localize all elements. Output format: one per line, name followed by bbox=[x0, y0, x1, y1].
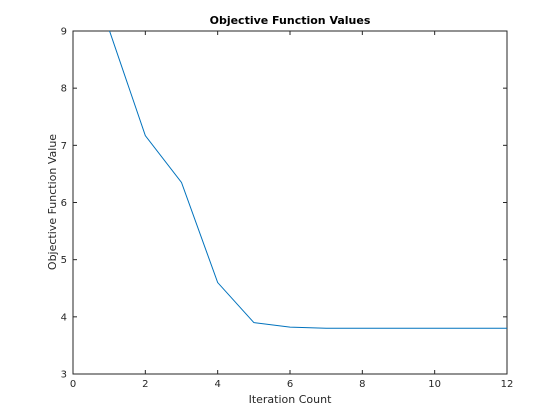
y-tick-label: 3 bbox=[61, 370, 67, 381]
series-line-0 bbox=[109, 31, 507, 329]
y-axis-label: Objective Function Value bbox=[46, 134, 59, 270]
y-tick-label: 6 bbox=[61, 198, 67, 209]
x-tick-label: 6 bbox=[287, 379, 293, 390]
x-tick-label: 0 bbox=[70, 379, 76, 390]
axis-ticks bbox=[72, 30, 508, 375]
x-axis-label: Iteration Count bbox=[249, 393, 333, 406]
y-tick-labels: 3 4 5 6 7 8 9 bbox=[61, 27, 67, 381]
y-tick-label: 8 bbox=[61, 84, 67, 95]
y-tick-label: 9 bbox=[61, 27, 67, 38]
x-tick-labels: 0 2 4 6 8 10 12 bbox=[70, 379, 514, 390]
x-tick-label: 10 bbox=[428, 379, 441, 390]
y-tick-label: 4 bbox=[61, 312, 67, 323]
series-group bbox=[109, 31, 507, 329]
chart-title: Objective Function Values bbox=[210, 14, 371, 27]
x-tick-label: 2 bbox=[142, 379, 148, 390]
x-tick-label: 8 bbox=[359, 379, 365, 390]
y-tick-label: 7 bbox=[61, 141, 67, 152]
y-tick-label: 5 bbox=[61, 255, 67, 266]
x-tick-label: 4 bbox=[214, 379, 220, 390]
plot-area bbox=[72, 30, 508, 375]
x-tick-label: 12 bbox=[501, 379, 514, 390]
